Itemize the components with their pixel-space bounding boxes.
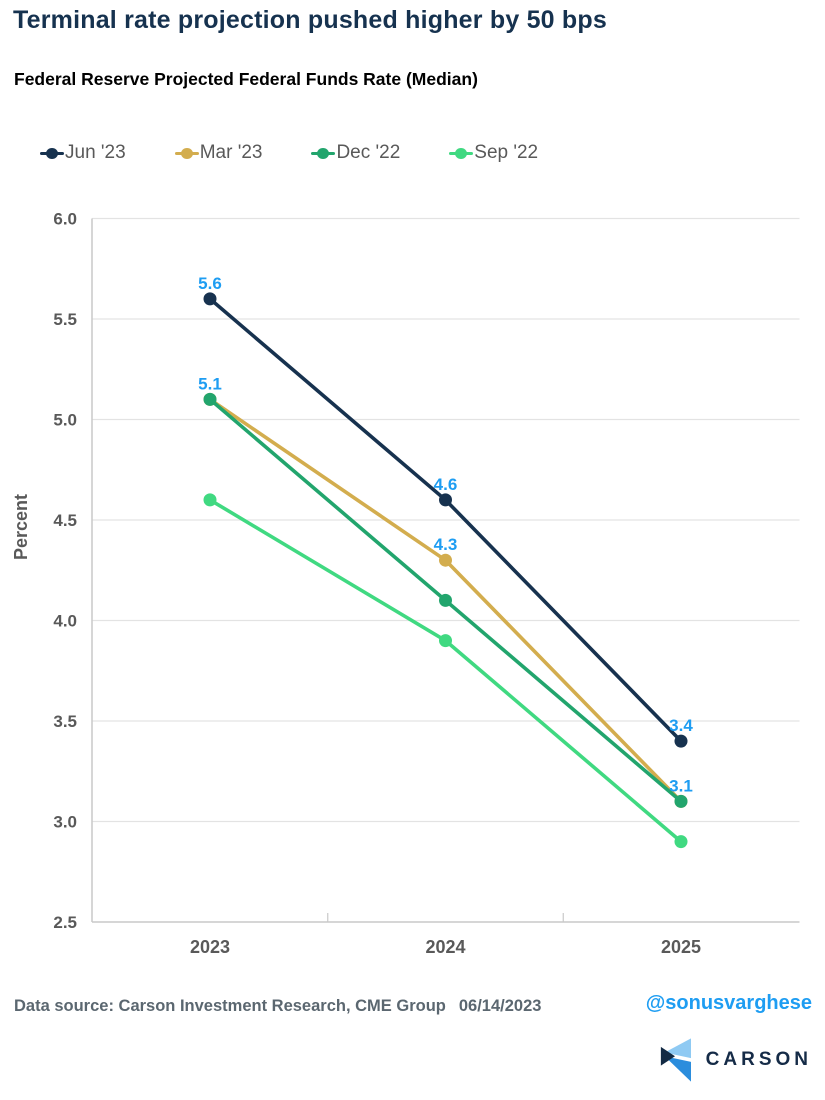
- svg-text:4.6: 4.6: [434, 475, 458, 494]
- svg-text:4.0: 4.0: [53, 612, 77, 631]
- svg-text:Percent: Percent: [11, 494, 31, 560]
- legend-label: Sep '22: [474, 142, 539, 163]
- logo-triangle-mid: [664, 1056, 691, 1082]
- legend-label: Jun '23: [65, 142, 126, 163]
- svg-text:3.1: 3.1: [669, 776, 693, 795]
- logo-triangle-dark: [660, 1046, 675, 1066]
- legend-marker-icon: [311, 142, 336, 164]
- carson-logo: CARSON: [659, 1037, 812, 1083]
- legend-label: Mar '23: [199, 142, 263, 163]
- svg-text:5.0: 5.0: [53, 411, 77, 430]
- data-source-date: 06/14/2023: [458, 997, 542, 1015]
- data-source: Data source: Carson Investment Research,…: [14, 997, 541, 1016]
- legend-item-sep-22: Sep '22: [449, 142, 538, 164]
- legend-marker-icon: [449, 142, 474, 164]
- svg-text:4.5: 4.5: [53, 511, 77, 530]
- legend-label: Dec '22: [336, 142, 401, 163]
- legend-marker-icon: [174, 142, 199, 164]
- legend-item-mar-23: Mar '23: [174, 142, 263, 164]
- svg-text:3.0: 3.0: [53, 813, 77, 832]
- carson-logo-icon: [660, 1038, 691, 1082]
- svg-text:6.0: 6.0: [53, 210, 77, 229]
- svg-text:2.5: 2.5: [53, 913, 77, 932]
- chart-subtitle: Federal Reserve Projected Federal Funds …: [14, 69, 478, 89]
- twitter-handle[interactable]: @sonusvarghese: [645, 992, 812, 1014]
- svg-text:5.5: 5.5: [53, 310, 77, 329]
- svg-text:2025: 2025: [661, 937, 701, 957]
- logo-triangle-light: [664, 1038, 691, 1059]
- svg-text:5.6: 5.6: [198, 274, 222, 293]
- svg-text:4.3: 4.3: [434, 535, 458, 554]
- data-source-text: Data source: Carson Investment Research,…: [14, 997, 446, 1015]
- page-title: Terminal rate projection pushed higher b…: [13, 6, 607, 34]
- svg-text:3.5: 3.5: [53, 712, 77, 731]
- svg-text:2024: 2024: [425, 937, 465, 957]
- svg-text:5.1: 5.1: [198, 374, 222, 393]
- legend-item-dec-22: Dec '22: [311, 142, 400, 164]
- svg-text:3.4: 3.4: [669, 716, 693, 735]
- svg-text:2023: 2023: [190, 937, 230, 957]
- legend-item-jun-23: Jun '23: [40, 142, 126, 164]
- legend-marker-icon: [40, 142, 64, 164]
- line-chart: 6.0 5.5 5.0 4.5 4.0 3.5 3.0 2.5 2023 2024 2025 Perc…: [11, 210, 800, 957]
- carson-logo-text: CARSON: [705, 1049, 812, 1070]
- legend: Jun '23 Mar '23 Dec '22 Sep '22: [40, 141, 538, 165]
